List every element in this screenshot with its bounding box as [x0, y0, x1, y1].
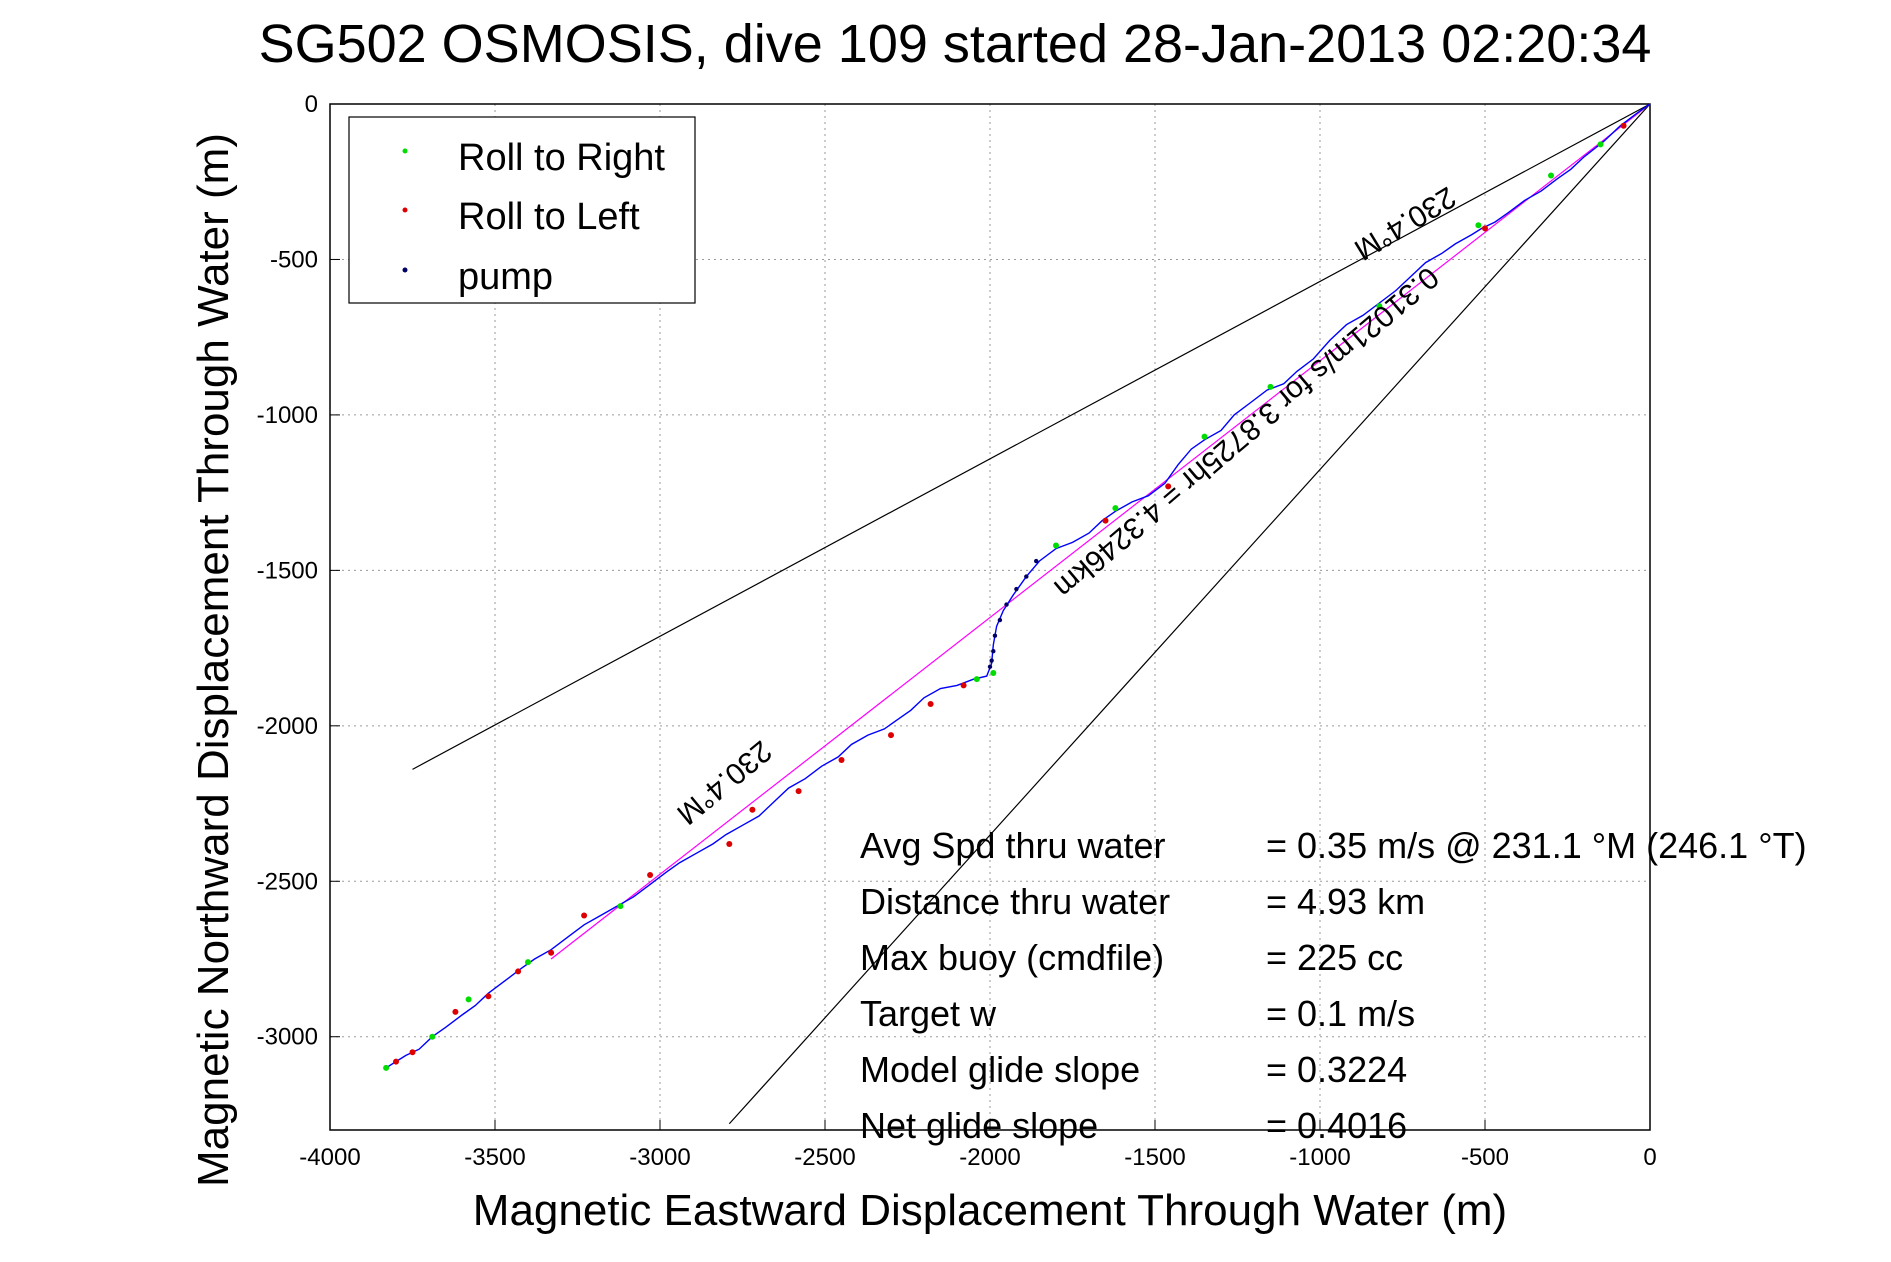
roll-right-marker	[383, 1064, 390, 1071]
heading-line	[550, 103, 1651, 960]
y-tick-label: 0	[305, 91, 318, 118]
y-axis-label: Magnetic Northward Displacement Through …	[189, 133, 238, 1187]
summary-label-5: Net glide slope	[860, 1105, 1098, 1146]
summary-value-2: = 225 cc	[1266, 937, 1403, 978]
x-tick-label: -3000	[629, 1144, 690, 1171]
roll-right-marker	[1112, 505, 1119, 512]
roll-right-marker	[429, 1033, 436, 1040]
roll-left-marker	[726, 840, 733, 847]
legend: Roll to Right Roll to Left pump	[348, 116, 696, 304]
pump-marker	[1024, 574, 1029, 579]
roll-right-marker	[1201, 433, 1208, 440]
roll-left-marker	[749, 806, 756, 813]
pump-marker	[997, 617, 1003, 623]
pump-marker	[992, 633, 998, 638]
bearing-line	[412, 103, 1651, 770]
y-tick-label: -3000	[257, 1024, 318, 1051]
roll-right-marker	[1053, 542, 1059, 549]
pump-marker	[991, 649, 996, 654]
legend-marker-pump	[402, 267, 408, 273]
x-tick-label: -3500	[464, 1144, 525, 1171]
roll-left-marker	[960, 682, 967, 689]
legend-marker-roll-right	[402, 148, 408, 154]
roll-right-marker	[465, 996, 472, 1003]
y-tick-label: -2500	[257, 868, 318, 895]
roll-left-marker	[409, 1049, 416, 1056]
pump-marker	[989, 658, 994, 663]
roll-left-marker	[452, 1008, 459, 1015]
x-tick-label: -2500	[794, 1144, 855, 1171]
x-tick-label: -500	[1461, 1144, 1509, 1171]
x-axis-label: Magnetic Eastward Displacement Through W…	[473, 1186, 1507, 1235]
summary-value-4: = 0.3224	[1266, 1049, 1407, 1090]
summary-value-1: = 4.93 km	[1266, 881, 1425, 922]
summary-box: Avg Spd thru water = 0.35 m/s @ 231.1 °M…	[860, 825, 1807, 1146]
roll-left-marker	[795, 788, 802, 795]
summary-value-5: = 0.4016	[1266, 1105, 1407, 1146]
legend-label-roll-left: Roll to Left	[458, 196, 640, 238]
roll-left-marker	[838, 757, 845, 764]
y-tick-label: -1000	[257, 402, 318, 429]
summary-label-3: Target w	[860, 993, 997, 1034]
chart-title: SG502 OSMOSIS, dive 109 started 28-Jan-2…	[259, 14, 1652, 74]
x-tick-label: 0	[1643, 1144, 1656, 1171]
pump-marker	[1004, 602, 1009, 607]
speed-distance-label: 0.31021m/s for 3.8725hr = 4.3246km	[1048, 260, 1445, 604]
roll-left-marker	[1165, 483, 1172, 490]
roll-left-marker	[1482, 225, 1488, 232]
summary-label-2: Max buoy (cmdfile)	[860, 937, 1164, 978]
roll-left-marker	[485, 993, 492, 1000]
pump-marker	[987, 664, 993, 669]
roll-left-marker	[548, 949, 555, 956]
roll-right-marker	[1548, 172, 1554, 179]
summary-value-3: = 0.1 m/s	[1266, 993, 1415, 1034]
x-tick-label: -1500	[1124, 1144, 1185, 1171]
y-tick-label: -2000	[257, 713, 318, 740]
pump-marker	[1014, 586, 1019, 592]
roll-right-marker	[525, 959, 531, 966]
roll-right-marker	[1597, 141, 1604, 148]
roll-left-marker	[1102, 517, 1109, 524]
roll-left-marker	[581, 912, 588, 919]
legend-label-pump: pump	[458, 256, 553, 298]
legend-label-roll-right: Roll to Right	[458, 137, 665, 179]
roll-right-marker	[617, 903, 624, 910]
bearing-line	[728, 103, 1651, 1125]
roll-right-marker	[990, 669, 997, 676]
heading-label-lower: 230.4°M	[670, 734, 777, 831]
x-tick-label: -4000	[299, 1144, 360, 1171]
legend-marker-roll-left	[402, 207, 408, 213]
heading-label-upper: 230.4°M	[1348, 180, 1461, 266]
summary-label-1: Distance thru water	[860, 881, 1170, 922]
plot-frame	[329, 103, 1651, 1131]
roll-left-marker	[393, 1058, 399, 1065]
roll-left-marker	[927, 701, 934, 708]
roll-left-marker	[647, 872, 654, 879]
roll-left-marker	[1620, 122, 1627, 129]
roll-right-marker	[1376, 303, 1383, 310]
plot-lines	[383, 103, 1651, 1125]
x-tick-label: -2000	[959, 1144, 1020, 1171]
roll-right-marker	[1475, 222, 1482, 229]
y-tick-labels: 0 -500 -1000 -1500 -2000 -2500 -3000	[257, 91, 318, 1051]
summary-label-0: Avg Spd thru water	[860, 825, 1166, 866]
pump-marker	[1034, 558, 1039, 564]
summary-label-4: Model glide slope	[860, 1049, 1140, 1090]
y-tick-label: -1500	[257, 557, 318, 584]
roll-right-marker	[973, 676, 980, 683]
roll-left-marker	[515, 968, 522, 975]
x-tick-labels: -4000 -3500 -3000 -2500 -2000 -1500 -1000 -500 0	[299, 1144, 1656, 1171]
summary-value-0: = 0.35 m/s @ 231.1 °M (246.1 °T)	[1266, 825, 1807, 866]
roll-right-marker	[1267, 383, 1274, 390]
y-tick-label: -500	[270, 246, 318, 273]
roll-left-marker	[888, 732, 894, 739]
x-tick-label: -1000	[1289, 1144, 1350, 1171]
